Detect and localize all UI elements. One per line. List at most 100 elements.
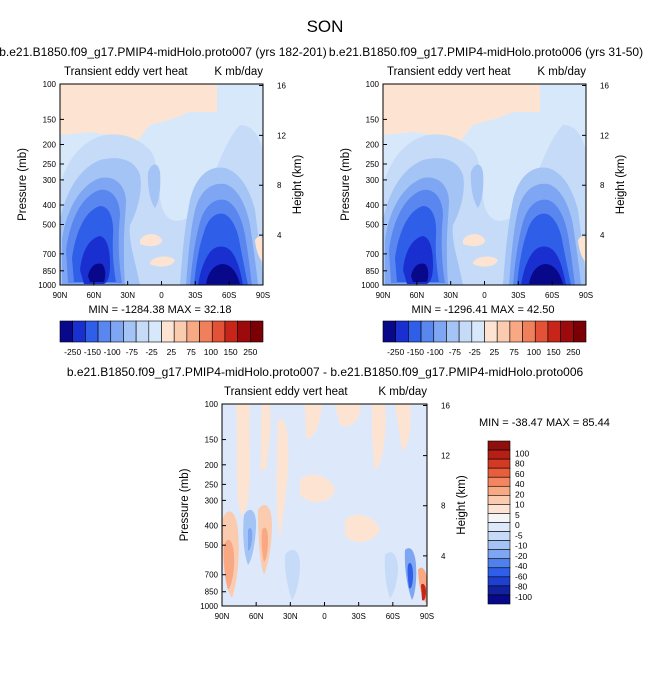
colorbar-label: -80 [515,582,528,592]
panel-diff-right-label: K mb/day [378,386,427,398]
panel-a-axes: 100 150 200 250 300 400 500 700 850 1000 16 12 8 4 90N… [17,80,304,300]
panel-a-tropic-negative [147,164,161,208]
colorbar-swatch [433,320,447,343]
panel-diff-stats: MIN = -38.47 MAX = 85.44 [479,417,610,429]
panel-b-stats: MIN = -1296.41 MAX = 42.50 [411,304,554,316]
colorbar-swatch [509,320,523,343]
panel-a-colorbar: -250 -150 -100 -75 -25 25 75 100 150 250 [59,320,264,357]
colorbar-swatch [199,320,213,343]
panel-a-stats: MIN = -1284.38 MAX = 32.18 [88,304,231,316]
panel-a-contour-field [60,84,263,285]
y-tick-label: 400 [366,201,380,210]
y-tick-label: 400 [43,201,57,210]
y-tick-label: 150 [366,115,380,124]
x-tick-label: 0 [159,291,164,300]
colorbar-swatch [72,320,86,343]
figure-title: SON [307,17,344,36]
colorbar-swatch [211,320,226,343]
colorbar-label: -100 [427,347,444,357]
colorbar-label: -250 [64,347,81,357]
colorbar-label: 60 [515,469,525,479]
colorbar-label: 150 [223,347,237,357]
y-tick-label: 300 [366,176,380,185]
colorbar-swatch [173,320,188,343]
colorbar-swatch [547,320,561,343]
y-right-tick-label: 16 [600,81,609,90]
colorbar-swatch [484,320,498,343]
colorbar-label: 40 [515,479,525,489]
panel-a-pole-pos [255,236,263,262]
colorbar-swatch [408,320,422,343]
y-right-tick-label: 12 [600,131,609,140]
y-tick-label: 500 [366,220,380,229]
panel-b-right-label: K mb/day [537,66,586,78]
y-tick-label: 200 [366,141,380,150]
y-tick-label: 100 [366,80,380,89]
panel-a-title: b.e21.B1850.f09_g17.PMIP4-midHolo.proto0… [0,45,327,59]
panel-b-contour-field [383,84,586,285]
y-right-axis-label: Height (km) [292,155,304,215]
colorbar-label: 0 [515,520,520,530]
colorbar-label: -10 [515,541,528,551]
y-tick-label: 700 [43,250,57,259]
colorbar-swatch [487,476,511,487]
colorbar-label: -25 [145,347,158,357]
x-tick-label: 30S [352,612,366,621]
y-tick-label: 850 [43,267,57,276]
colorbar-swatch [487,540,511,550]
y-tick-label: 250 [43,160,57,169]
colorbar-label: -75 [449,347,462,357]
y-right-tick-label: 12 [277,131,286,140]
panel-b: b.e21.B1850.f09_g17.PMIP4-midHolo.proto0… [329,45,643,316]
y-right-tick-label: 8 [277,181,282,190]
colorbar-swatch [250,320,264,343]
colorbar-label: 25 [167,347,177,357]
panel-diff-pos-band-7 [395,404,411,450]
colorbar-label: -250 [387,347,404,357]
colorbar-swatch [161,320,175,343]
panel-diff-pos-band-8 [300,474,335,502]
y-tick-label: 300 [205,496,219,505]
colorbar-label: -25 [468,347,481,357]
colorbar-swatch [573,320,587,343]
x-tick-label: 30N [443,291,458,300]
colorbar-swatch [148,320,162,343]
x-tick-label: 30N [120,291,135,300]
colorbar-label: 25 [490,347,500,357]
panel-b-stratosphere-positive [383,84,540,150]
colorbar-label: 100 [515,448,529,458]
panel-a-left-label: Transient eddy vert heat [64,66,188,78]
colorbar-swatch [487,513,511,523]
y-tick-label: 250 [205,480,219,489]
colorbar-label: -5 [515,530,523,540]
x-tick-label: 90S [256,291,270,300]
colorbar-label: 100 [527,347,541,357]
panel-diff-left-label: Transient eddy vert heat [224,386,348,398]
panel-diff-pos-band-5 [335,404,361,427]
panel-diff-title: b.e21.B1850.f09_g17.PMIP4-midHolo.proto0… [67,365,584,379]
panel-diff-contour-field [222,404,427,606]
panel-diff-nh-positive-4 [261,527,268,562]
x-tick-label: 90S [579,291,593,300]
panel-diff-pole-core [421,583,426,601]
x-tick-label: 60S [222,291,236,300]
y-tick-label: 100 [205,400,219,409]
y-tick-label: 1000 [361,281,379,290]
colorbar-swatch [487,449,511,460]
colorbar-swatch [135,320,150,343]
colorbar-label: 80 [515,459,525,469]
colorbar-swatch [85,320,99,343]
colorbar-swatch [97,320,112,343]
x-tick-label: 0 [322,612,327,621]
y-tick-label: 250 [366,160,380,169]
colorbar-label: -40 [515,561,528,571]
panel-diff-nh-positive-2 [223,539,235,590]
panel-b-tropic-pos-2 [473,256,498,267]
panel-diff-nh-negative-2 [248,528,253,551]
colorbar-swatch [487,467,511,478]
y-right-axis-label: Height (km) [615,155,627,215]
panel-diff-sh-negative-2 [407,562,413,589]
y-axis-label: Pressure (mb) [179,468,191,541]
colorbar-swatch [237,320,251,343]
x-tick-label: 90N [376,291,391,300]
